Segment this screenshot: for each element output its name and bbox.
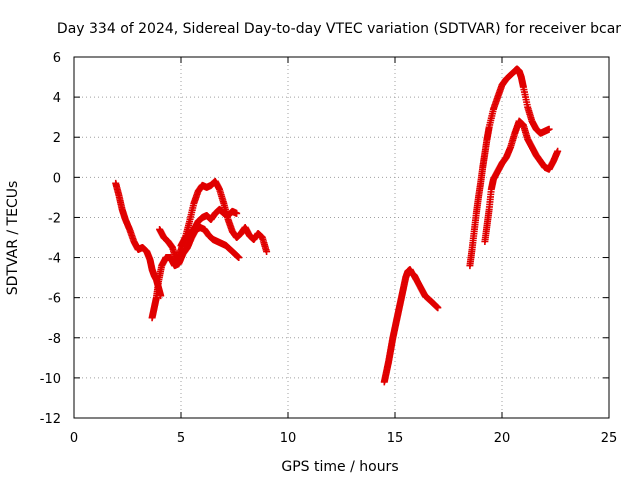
x-tick-label: 25 [601,431,618,446]
data-point-marker [263,248,271,256]
y-tick-label: 2 [53,131,61,146]
y-tick-label: -12 [40,412,61,427]
data-point-marker [545,125,553,133]
chart-title: Day 334 of 2024, Sidereal Day-to-day VTE… [57,21,621,37]
data-point-marker [235,254,243,262]
x-tick-label: 20 [494,431,511,446]
x-tick-label: 0 [70,431,78,446]
x-axis-label: GPS time / hours [281,459,398,475]
y-tick-label: -6 [48,292,61,307]
y-tick-label: 6 [53,51,61,66]
y-axis-label: SDTVAR / TECUs [5,181,21,296]
y-tick-label: -8 [48,332,61,347]
axis-ticks [73,56,610,419]
data-point-marker [233,209,241,217]
data-point-marker [554,147,562,155]
y-tick-label: 0 [53,171,61,186]
plot-frame [73,56,610,419]
y-tick-label: -4 [48,252,61,267]
x-tick-label: 15 [387,431,404,446]
y-tick-labels: -12 -10 -8 -6 -4 -2 0 2 4 6 [40,51,61,427]
y-tick-label: -10 [40,372,61,387]
data-point-marker [434,304,442,312]
data-markers [112,65,562,386]
x-tick-labels: 0 5 10 15 20 25 [70,431,617,446]
x-tick-label: 10 [280,431,297,446]
y-tick-label: -2 [48,211,61,226]
grid-lines [74,57,609,418]
y-tick-label: 4 [53,91,61,106]
x-tick-label: 5 [177,431,185,446]
